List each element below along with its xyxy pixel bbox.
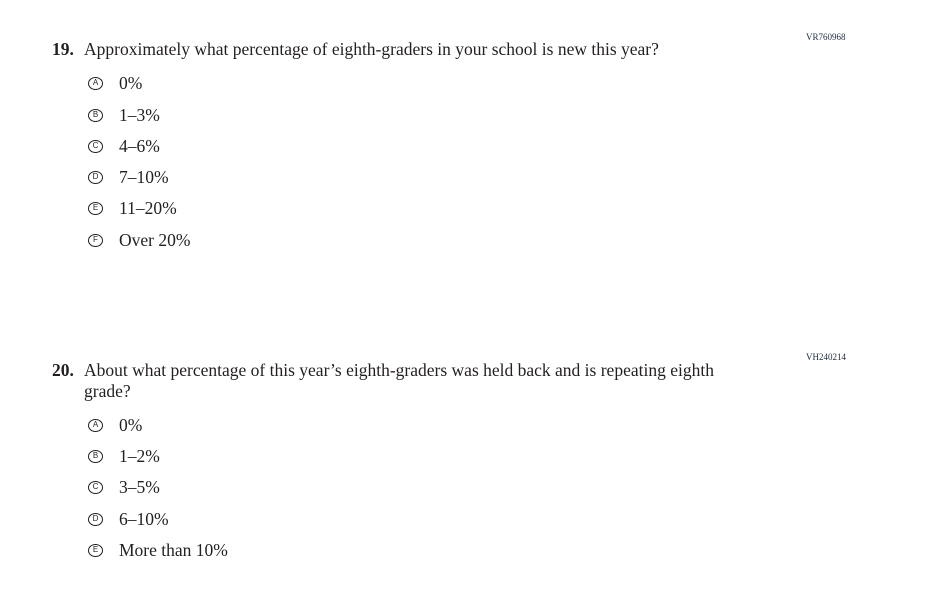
question-code: VR760968 — [806, 32, 846, 42]
option-label: 1–2% — [119, 445, 160, 466]
option-b[interactable]: B 1–3% — [88, 105, 160, 125]
option-e[interactable]: E More than 10% — [88, 540, 228, 560]
option-label: Over 20% — [119, 229, 191, 250]
answer-bubble[interactable]: E — [88, 543, 103, 557]
option-label: 7–10% — [119, 166, 169, 187]
option-label: 0% — [119, 72, 143, 93]
option-label: 3–5% — [119, 476, 160, 497]
option-d[interactable]: D 6–10% — [88, 509, 169, 529]
option-c[interactable]: C 4–6% — [88, 136, 160, 156]
option-label: 0% — [119, 414, 143, 435]
answer-bubble[interactable]: D — [88, 170, 103, 184]
answer-bubble[interactable]: F — [88, 233, 103, 247]
answer-bubble[interactable]: B — [88, 108, 103, 122]
answer-bubble[interactable]: A — [88, 76, 103, 90]
option-label: 6–10% — [119, 508, 169, 529]
option-b[interactable]: B 1–2% — [88, 446, 160, 466]
option-c[interactable]: C 3–5% — [88, 477, 160, 497]
option-label: 4–6% — [119, 135, 160, 156]
option-label: More than 10% — [119, 539, 228, 560]
question-text: Approximately what percentage of eighth-… — [84, 39, 659, 59]
option-label: 1–3% — [119, 104, 160, 125]
answer-bubble[interactable]: E — [88, 201, 103, 215]
option-e[interactable]: E 11–20% — [88, 198, 177, 218]
option-a[interactable]: A 0% — [88, 415, 142, 435]
answer-bubble[interactable]: C — [88, 480, 103, 494]
question-number: 20. — [52, 360, 74, 380]
question-code: VH240214 — [806, 352, 846, 362]
answer-bubble[interactable]: C — [88, 139, 103, 153]
option-f[interactable]: F Over 20% — [88, 230, 190, 250]
answer-bubble[interactable]: D — [88, 512, 103, 526]
question-text: About what percentage of this year’s eig… — [84, 360, 714, 401]
option-a[interactable]: A 0% — [88, 73, 142, 93]
option-label: 11–20% — [119, 197, 177, 218]
question-number: 19. — [52, 39, 74, 59]
option-d[interactable]: D 7–10% — [88, 167, 169, 187]
answer-bubble[interactable]: B — [88, 449, 103, 463]
answer-bubble[interactable]: A — [88, 418, 103, 432]
